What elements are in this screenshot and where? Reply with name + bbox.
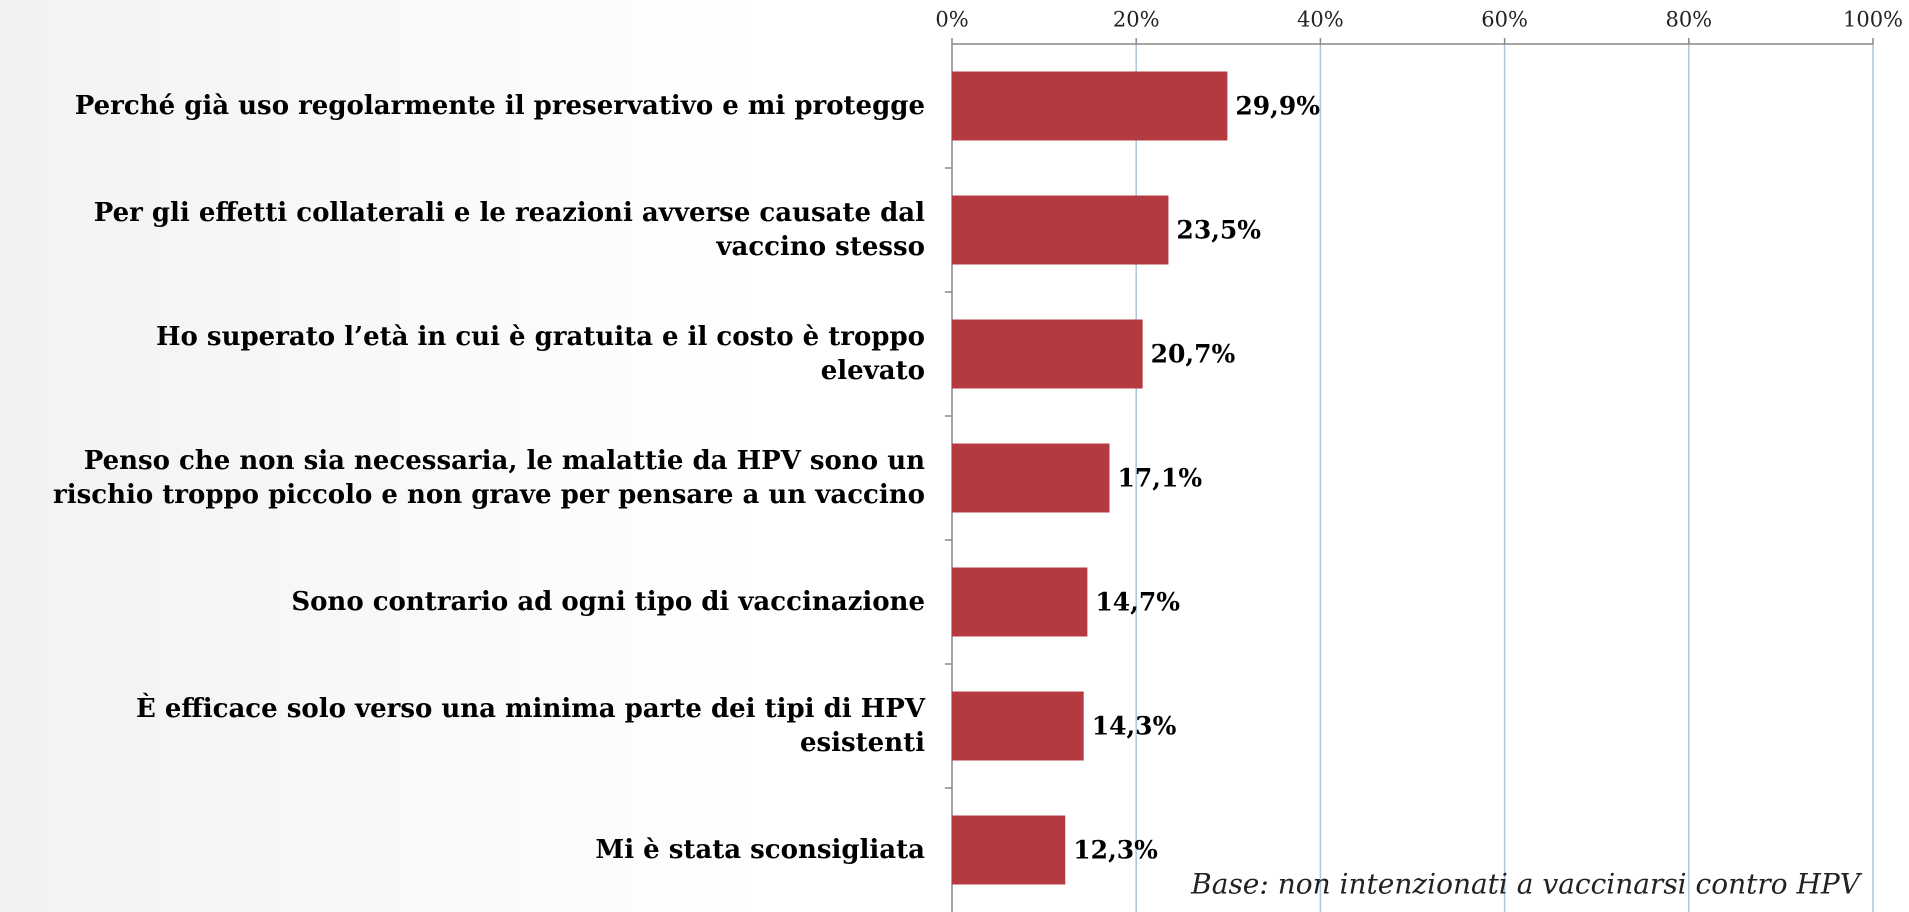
data-label: 23,5% [1176,216,1261,245]
bar [952,443,1110,513]
data-label: 29,9% [1235,92,1320,121]
annotation: Base: non intenzionati a vaccinarsi cont… [1190,868,1863,901]
bar [952,319,1143,389]
data-label: 17,1% [1117,464,1202,493]
x-tick-label: 20% [1113,8,1160,32]
bar [952,195,1169,265]
bar [952,567,1088,637]
x-tick-label: 40% [1297,8,1344,32]
x-tick-label: 60% [1481,8,1528,32]
category-label: Perché già uso regolarmente il preservat… [74,91,925,121]
data-label: 20,7% [1151,340,1236,369]
category-label: Sono contrario ad ogni tipo di vaccinazi… [291,587,925,617]
data-label: 14,7% [1095,588,1180,617]
x-tick-label: 100% [1843,8,1903,32]
bar [952,71,1228,141]
category-label: Per gli effetti collaterali e le reazion… [93,198,925,262]
bar [952,815,1066,885]
data-label: 12,3% [1073,836,1158,865]
x-tick-label: 0% [935,8,968,32]
x-tick-label: 80% [1665,8,1712,32]
bar [952,691,1084,761]
data-label: 14,3% [1092,712,1177,741]
category-label: È efficace solo verso una minima parte d… [135,694,925,758]
category-label: Ho superato l’età in cui è gratuita e il… [155,322,925,386]
category-label: Penso che non sia necessaria, le malatti… [53,446,925,510]
category-label: Mi è stata sconsigliata [595,835,925,865]
